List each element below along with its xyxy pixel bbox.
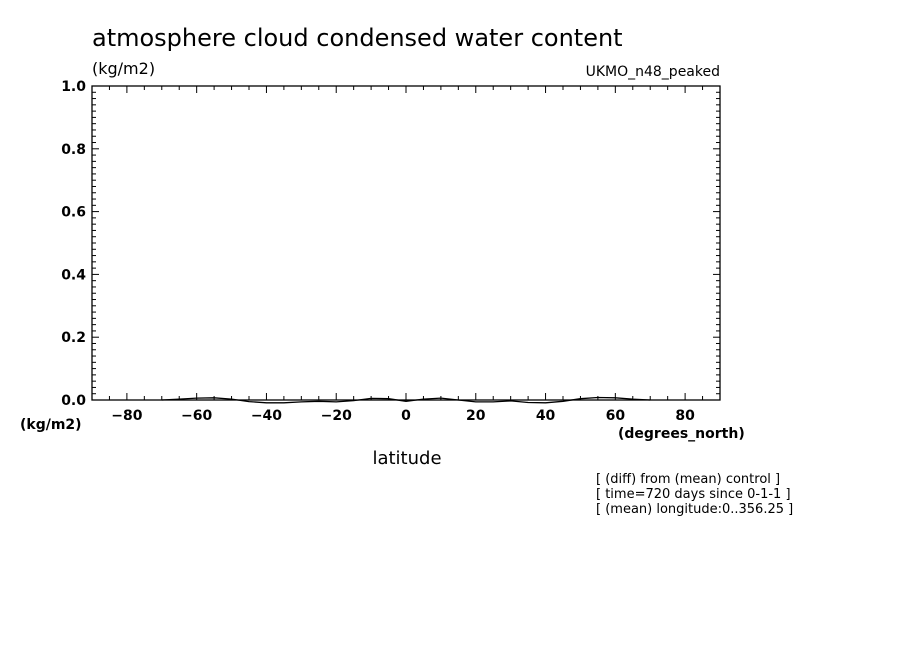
x-tick-label: 60 <box>606 408 626 424</box>
units-label: (kg/m2) <box>92 59 155 78</box>
x-tick-label: −80 <box>111 408 142 424</box>
minor-ticks <box>91 86 721 400</box>
series-group <box>161 396 651 404</box>
plot-frame <box>91 85 721 401</box>
y-tick-label: 0.6 <box>61 205 86 221</box>
x-tick-label: −20 <box>321 408 352 424</box>
y-tick-label: 0.8 <box>61 142 86 158</box>
chart-title: atmosphere cloud condensed water content <box>92 24 623 52</box>
x-tick-label: 0 <box>401 408 411 424</box>
model-label: UKMO_n48_peaked <box>586 64 720 80</box>
note-time: [ time=720 days since 0-1-1 ] <box>596 487 791 502</box>
series-line <box>161 396 651 404</box>
x-axis-units: (degrees_north) <box>618 426 745 442</box>
x-tick-label: 20 <box>466 408 486 424</box>
y-tick-label: 0.2 <box>61 330 86 346</box>
y-axis-ticks: 0.0 0.2 0.4 0.6 0.8 1.0 <box>61 79 720 409</box>
x-axis-ticks: −80 −60 −40 −20 0 20 40 60 80 <box>111 86 695 424</box>
y-tick-label: 0.0 <box>61 393 86 409</box>
y-axis-units: (kg/m2) <box>20 417 82 433</box>
x-tick-label: −40 <box>251 408 282 424</box>
note-diff: [ (diff) from (mean) control ] <box>596 472 780 487</box>
y-tick-label: 1.0 <box>61 79 86 95</box>
y-tick-label: 0.4 <box>61 267 86 283</box>
x-tick-label: 80 <box>675 408 695 424</box>
x-tick-label: −60 <box>181 408 212 424</box>
note-longitude: [ (mean) longitude:0..356.25 ] <box>596 502 793 517</box>
x-tick-label: 40 <box>536 408 556 424</box>
x-axis-label: latitude <box>372 448 441 469</box>
